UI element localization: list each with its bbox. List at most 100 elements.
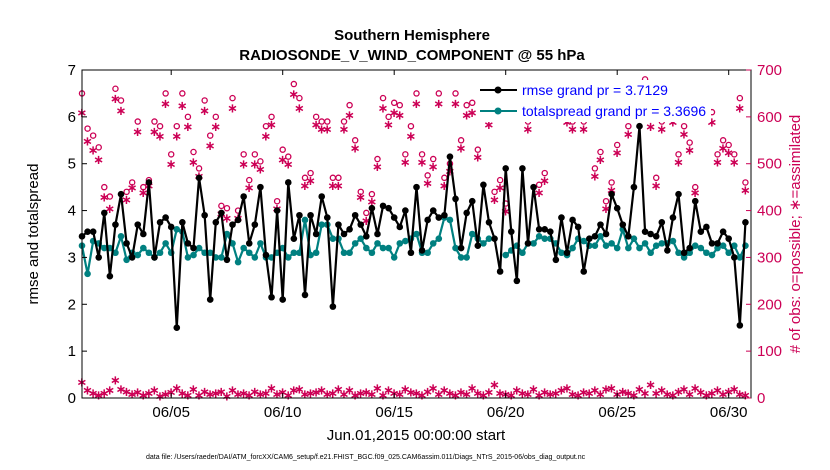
spread-point [284, 254, 292, 261]
spread-point [630, 235, 638, 242]
obs-assimilated-marker: ∗ [300, 179, 311, 194]
spread-point [145, 249, 153, 257]
rmse-point [128, 254, 136, 261]
chart-subtitle: RADIOSONDE_V_WIND_COMPONENT @ 55 hPa [239, 47, 585, 64]
rmse-point [513, 277, 521, 285]
obs-possible-marker [351, 137, 359, 144]
obs-low-count-marker: ∗ [350, 388, 361, 403]
obs-assimilated-marker: ∗ [712, 155, 723, 170]
rmse-point [329, 303, 337, 310]
rmse-point [608, 190, 615, 198]
obs-possible-marker [301, 174, 309, 182]
obs-low-count-marker: ∗ [244, 388, 255, 403]
obs-assimilated-marker: ∗ [567, 123, 578, 138]
rmse-point [123, 240, 130, 247]
obs-assimilated-marker: ∗ [495, 181, 506, 196]
series-layer [78, 122, 749, 332]
obs-low-count-marker: ∗ [127, 387, 138, 402]
obs-low-count-marker: ∗ [378, 388, 389, 403]
obs-possible-marker [312, 113, 320, 121]
obs-assimilated-marker: ∗ [651, 179, 662, 194]
spread-point [218, 254, 225, 261]
footnote: data file: /Users/raeder/DAI/ATM_forcXX/… [146, 454, 586, 461]
rmse-point [145, 179, 153, 186]
chart-title: Southern Hemisphere [334, 27, 490, 44]
rmse-point [296, 211, 303, 219]
obs-assimilated-marker: ∗ [199, 104, 210, 119]
obs-possible-marker [134, 118, 141, 125]
spread-point [580, 237, 588, 245]
rmse-point [580, 268, 588, 275]
obs-low-count-marker: ∗ [366, 387, 377, 402]
obs-assimilated-marker: ∗ [612, 146, 623, 161]
obs-low-count-marker: ∗ [266, 382, 277, 397]
spread-point [379, 244, 387, 252]
obs-assimilated-marker: ∗ [673, 155, 684, 170]
obs-assimilated-marker: ∗ [221, 212, 232, 227]
obs-possible-marker [117, 97, 125, 104]
rmse-point [407, 249, 415, 257]
obs-possible-marker [84, 125, 91, 132]
obs-assimilated-marker: ∗ [116, 104, 127, 119]
rmse-point [84, 228, 91, 235]
spread-point [245, 249, 253, 257]
rmse-point [619, 221, 627, 228]
obs-possible-marker [474, 146, 482, 153]
obs-low-count-marker: ∗ [506, 388, 517, 403]
rmse-point [284, 179, 292, 186]
obs-possible-marker [285, 153, 292, 160]
rmse-point [686, 244, 693, 252]
obs-low-count-marker: ∗ [573, 388, 584, 403]
spread-point [396, 240, 404, 247]
spread-point [708, 251, 716, 259]
obs-low-count-marker: ∗ [718, 387, 729, 402]
obs-low-count-marker: ∗ [651, 386, 662, 401]
spread-point [680, 254, 688, 261]
obs-assimilated-marker: ∗ [578, 123, 589, 138]
rmse-point [558, 214, 565, 221]
obs-possible-marker [346, 101, 353, 109]
legend-rmse-label: rmse grand pr = 3.7129 [522, 82, 668, 98]
rmse-point [480, 181, 487, 189]
obs-low-count-marker: ∗ [188, 383, 199, 398]
rmse-point [374, 230, 381, 238]
obs-low-count-marker: ∗ [355, 386, 366, 401]
obs-possible-marker [201, 97, 208, 104]
obs-low-count-marker: ∗ [138, 388, 149, 403]
rmse-point [184, 240, 192, 247]
obs-possible-marker [742, 179, 749, 186]
rmse-point [162, 214, 169, 221]
spread-point [435, 235, 443, 242]
obs-assimilated-marker: ∗ [489, 193, 500, 208]
obs-low-count-marker: ∗ [634, 383, 645, 398]
obs-low-count-marker: ∗ [411, 386, 422, 401]
rmse-point [167, 223, 175, 231]
obs-assimilated-marker: ∗ [155, 130, 166, 145]
obs-low-count-marker: ∗ [166, 385, 177, 400]
spread-point [340, 249, 348, 257]
obs-possible-marker [128, 179, 136, 186]
rmse-point [346, 226, 353, 233]
obs-low-count-marker: ∗ [428, 382, 439, 397]
spread-point [301, 216, 309, 224]
obs-assimilated-marker: ∗ [327, 179, 338, 194]
obs-low-count-marker: ∗ [562, 382, 573, 397]
obs-possible-marker [368, 190, 376, 198]
rmse-point [641, 228, 649, 235]
obs-low-count-marker: ∗ [400, 383, 411, 398]
x-tick-label: 06/25 [598, 404, 636, 421]
rmse-point [496, 268, 504, 275]
legend: rmse grand pr = 3.7129 totalspread grand… [477, 80, 711, 122]
obs-low-count-marker: ∗ [171, 382, 182, 397]
obs-possible-marker [335, 174, 342, 182]
rmse-point [586, 235, 593, 242]
obs-possible-marker [591, 165, 599, 172]
rmse-point [89, 228, 97, 235]
rmse-point [351, 211, 359, 219]
obs-assimilated-marker: ∗ [88, 144, 99, 159]
obs-low-count-marker: ∗ [216, 385, 227, 400]
spread-point [424, 249, 431, 257]
obs-possible-marker [457, 137, 465, 144]
rmse-point [602, 230, 610, 238]
obs-low-count-marker: ∗ [88, 386, 99, 401]
